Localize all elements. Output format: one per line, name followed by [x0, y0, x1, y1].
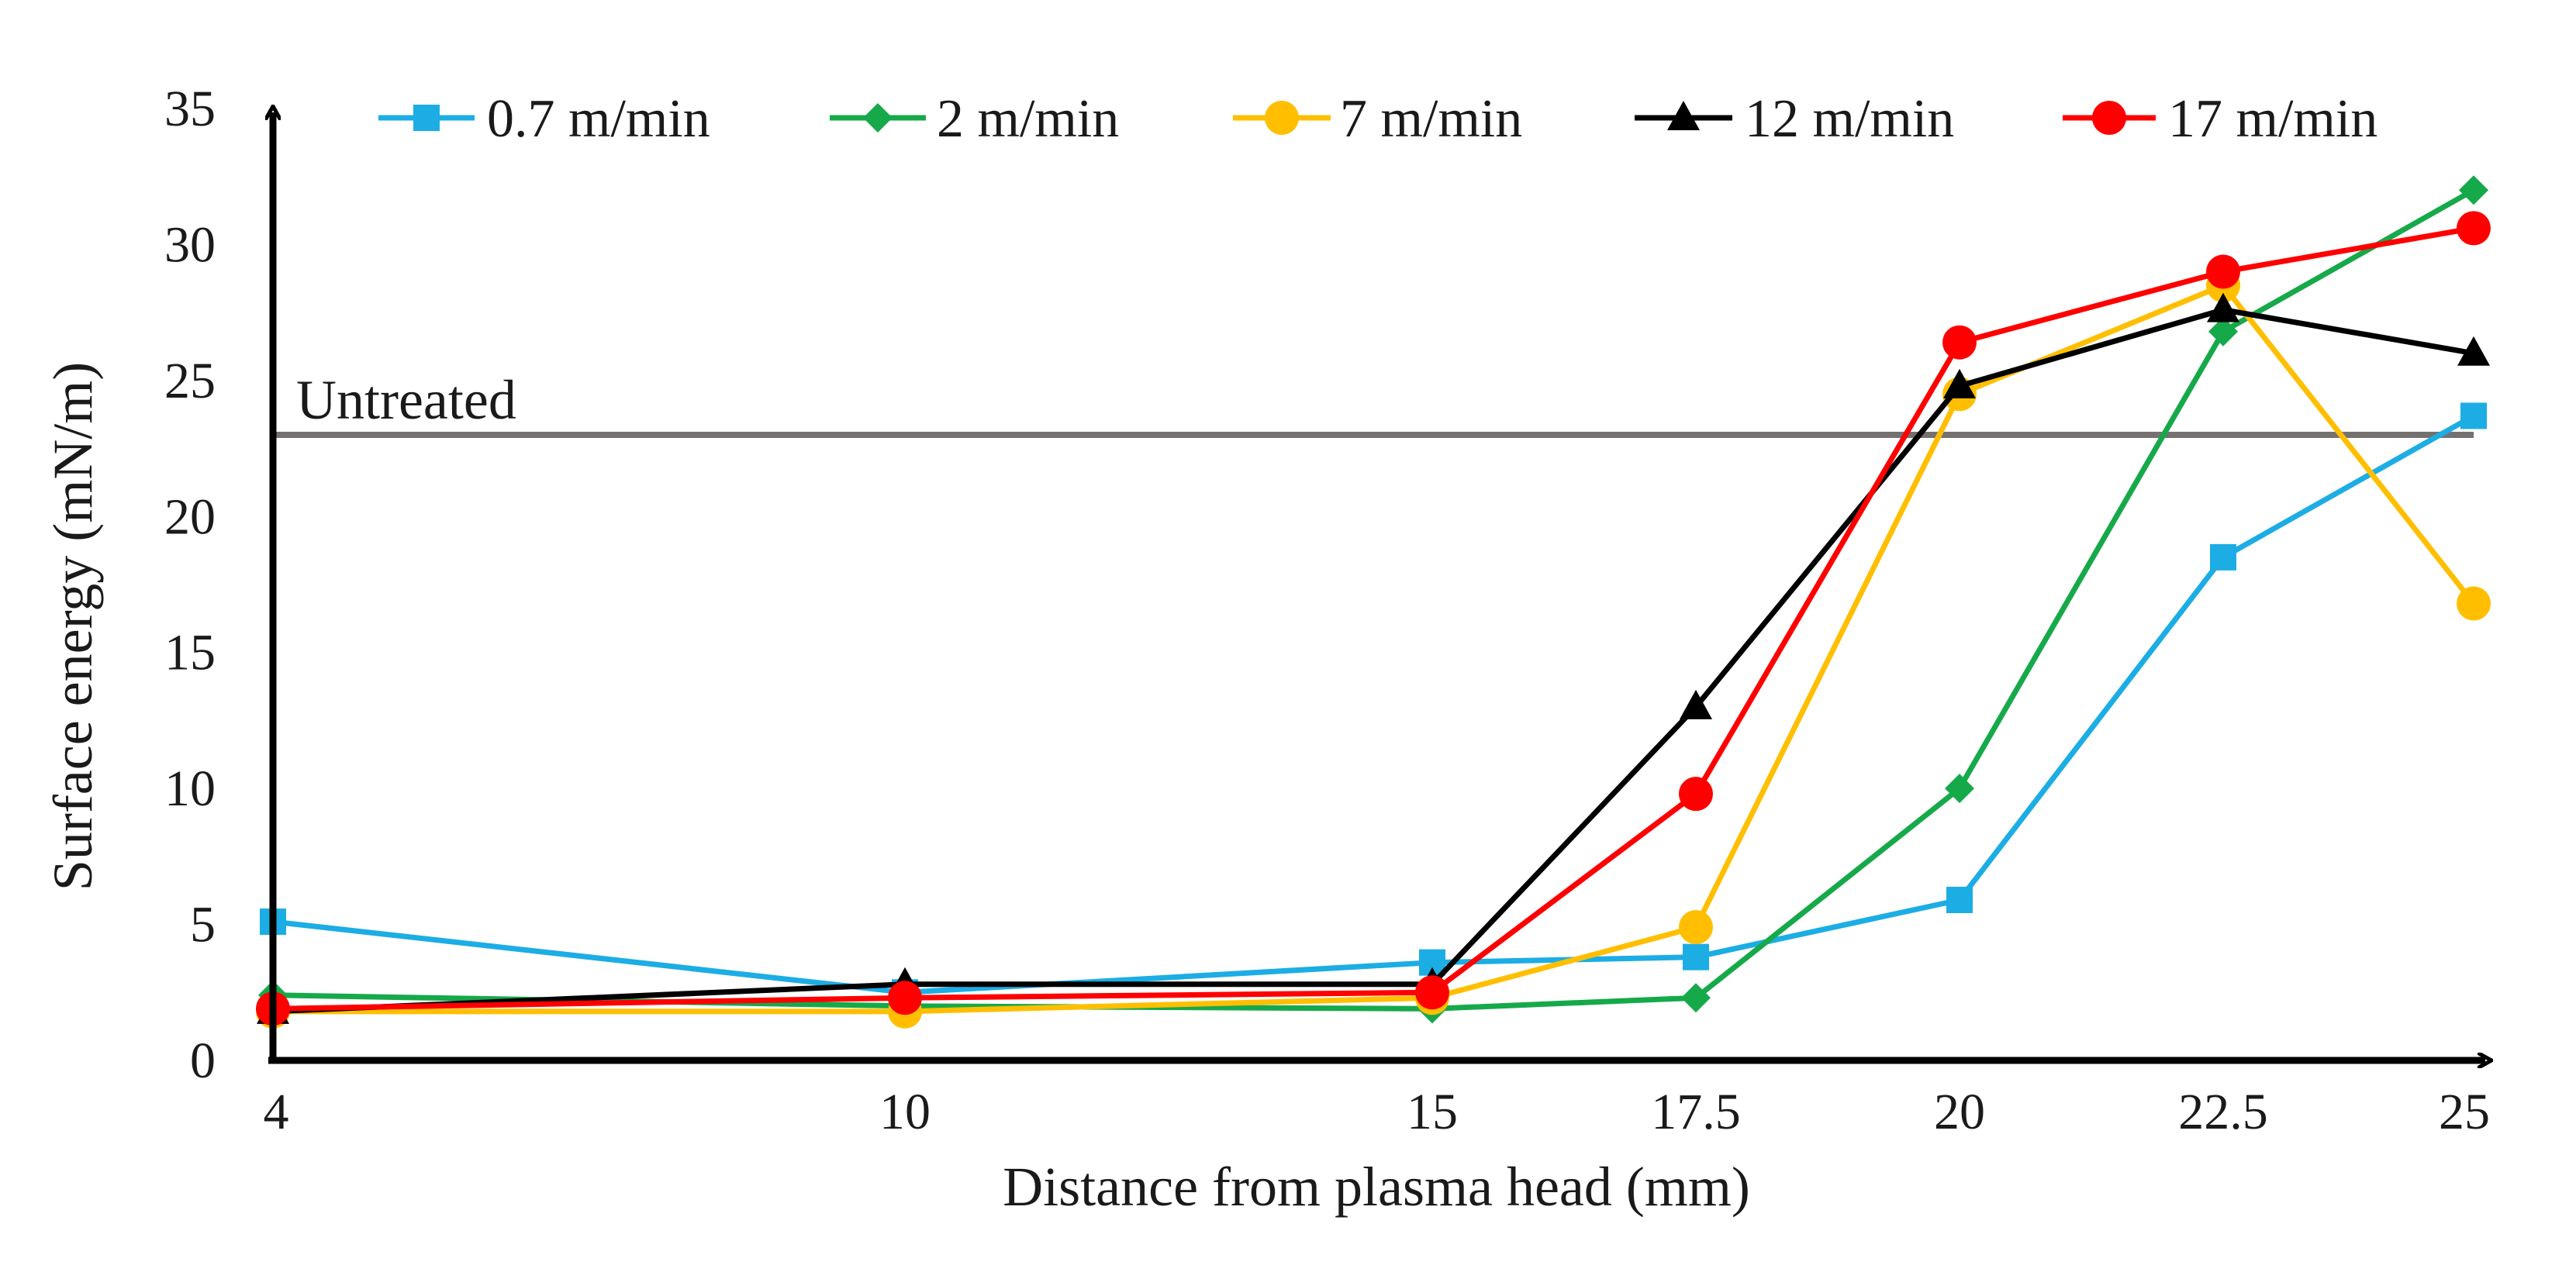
x-tick-label: 10 — [879, 1084, 931, 1140]
series-17-m-min — [256, 211, 2491, 1026]
legend-item: 7 m/min — [1233, 89, 1522, 149]
x-tick-label: 20 — [1934, 1084, 1985, 1140]
x-tick-label: 25 — [2439, 1084, 2490, 1140]
x-tick-labels: 4 10 15 17.5 20 22.5 25 — [264, 1084, 2491, 1140]
x-tick-label: 22.5 — [2178, 1084, 2268, 1140]
data-point — [1942, 325, 1977, 360]
x-axis-title: Distance from plasma head (mm) — [1003, 1156, 1750, 1218]
y-tick-label: 25 — [164, 353, 216, 409]
series-2-m-min — [258, 175, 2488, 1024]
data-point — [1679, 777, 1713, 812]
legend-item: 0.7 m/min — [378, 89, 710, 149]
y-tick-label: 20 — [164, 488, 216, 545]
legend-label: 7 m/min — [1340, 89, 1522, 149]
y-tick-label: 35 — [164, 81, 216, 137]
data-point — [1415, 975, 1449, 1010]
y-tick-label: 5 — [190, 897, 216, 953]
y-tick-label: 10 — [164, 760, 216, 817]
series-line — [272, 188, 2475, 1012]
legend-marker — [2092, 101, 2126, 135]
legend-item: 12 m/min — [1635, 89, 1954, 149]
legend-item: 17 m/min — [2063, 89, 2377, 149]
series-line — [273, 282, 2476, 1015]
series-line — [272, 413, 2475, 995]
legend-label: 2 m/min — [937, 89, 1119, 149]
data-point — [1683, 943, 1709, 970]
data-point — [2206, 254, 2240, 289]
data-point — [1943, 368, 1976, 398]
data-point — [2459, 175, 2488, 205]
legend-marker — [863, 103, 893, 133]
y-tick-labels: 0 5 10 15 20 25 30 35 — [164, 81, 216, 1089]
legend-label: 17 m/min — [2168, 89, 2377, 149]
data-point — [1945, 774, 1974, 804]
data-point — [1679, 910, 1713, 945]
y-tick-label: 30 — [164, 216, 216, 273]
data-point — [2457, 211, 2491, 246]
y-tick-label: 0 — [190, 1033, 216, 1089]
data-point — [1681, 983, 1711, 1013]
legend-marker — [1667, 101, 1700, 130]
untreated-label: Untreated — [296, 369, 516, 431]
legend-label: 12 m/min — [1745, 89, 1954, 149]
series-12-m-min — [257, 292, 2490, 1024]
x-tick-label: 4 — [264, 1084, 289, 1140]
data-point — [2460, 402, 2487, 429]
x-tick-label: 17.5 — [1651, 1084, 1741, 1140]
legend: 0.7 m/min 2 m/min 7 m/min 12 m/min 17 m/min — [378, 89, 2377, 149]
series-group — [256, 175, 2491, 1029]
data-point — [2207, 292, 2239, 322]
legend-marker — [1265, 101, 1299, 135]
data-point — [1946, 886, 1973, 913]
series-0-7-m-min — [260, 402, 2487, 1006]
data-point — [2208, 316, 2238, 346]
data-point — [2457, 336, 2490, 366]
data-point — [2210, 543, 2236, 571]
data-point — [888, 981, 922, 1015]
data-point — [1680, 689, 1712, 719]
y-tick-label: 15 — [164, 625, 216, 681]
y-axis-title: Surface energy (mN/m) — [42, 362, 104, 891]
legend-item: 2 m/min — [830, 89, 1119, 149]
legend-label: 0.7 m/min — [487, 89, 710, 149]
x-tick-label: 15 — [1407, 1084, 1458, 1140]
series-line — [272, 225, 2474, 1012]
data-point — [2457, 586, 2491, 621]
legend-marker — [413, 105, 440, 131]
